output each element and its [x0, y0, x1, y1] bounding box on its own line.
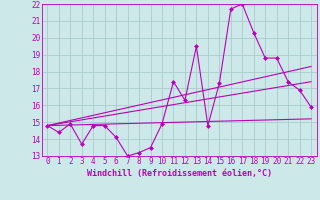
X-axis label: Windchill (Refroidissement éolien,°C): Windchill (Refroidissement éolien,°C) — [87, 169, 272, 178]
